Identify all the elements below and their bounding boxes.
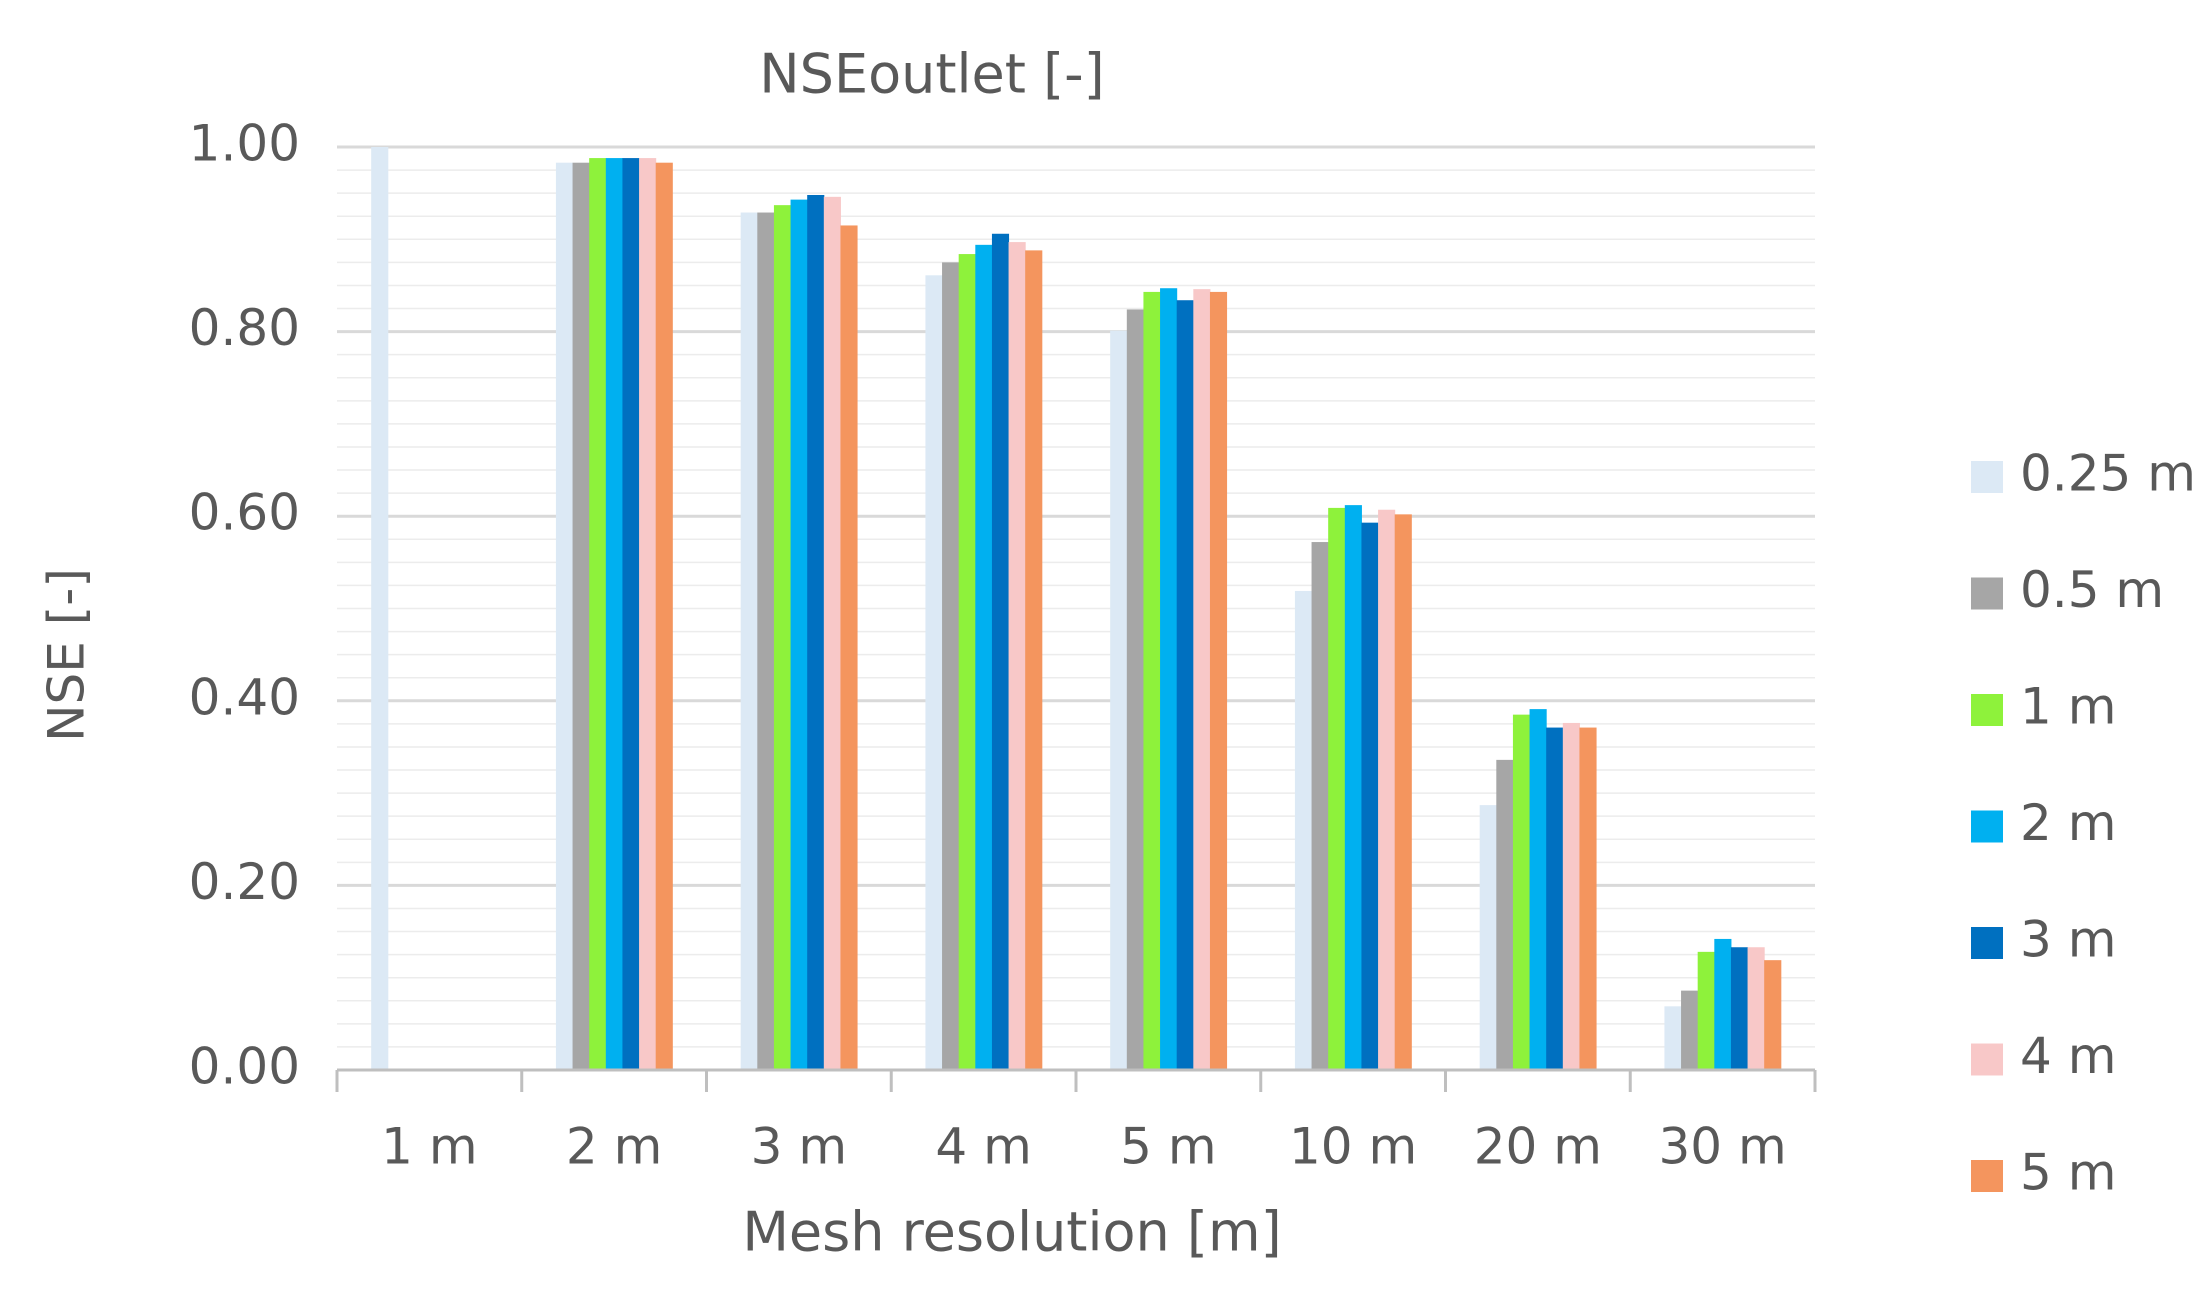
y-tick-label: 1.00 bbox=[189, 115, 300, 173]
bar bbox=[1378, 509, 1396, 1070]
bar bbox=[1764, 960, 1782, 1070]
bar bbox=[1025, 250, 1043, 1071]
legend-label: 0.25 m bbox=[2020, 445, 2196, 503]
bar bbox=[1546, 727, 1564, 1070]
x-axis-label: Mesh resolution [m] bbox=[742, 1201, 1281, 1264]
bar bbox=[1681, 990, 1699, 1070]
legend-label: 3 m bbox=[2020, 911, 2116, 969]
bar bbox=[655, 162, 673, 1071]
y-tick-label: 0.60 bbox=[189, 484, 300, 542]
bar bbox=[1479, 805, 1497, 1070]
bar bbox=[942, 262, 960, 1070]
y-tick-label: 0.00 bbox=[189, 1038, 300, 1096]
legend-swatch bbox=[1971, 461, 2003, 493]
bar bbox=[639, 158, 657, 1071]
legend-label: 0.5 m bbox=[2020, 561, 2164, 619]
legend-label: 5 m bbox=[2020, 1144, 2116, 1202]
bar bbox=[371, 147, 389, 1070]
bar bbox=[605, 158, 623, 1071]
bar bbox=[555, 162, 574, 1071]
bar bbox=[1328, 507, 1346, 1070]
x-tick-label: 2 m bbox=[566, 1118, 662, 1176]
bar bbox=[975, 244, 993, 1070]
bar bbox=[1512, 714, 1531, 1070]
y-tick-label: 0.40 bbox=[189, 668, 300, 726]
bar bbox=[773, 205, 792, 1071]
x-tick-label: 1 m bbox=[381, 1118, 477, 1176]
bar bbox=[925, 275, 943, 1070]
legend-swatch bbox=[1971, 927, 2003, 959]
bar bbox=[1193, 289, 1211, 1071]
bar bbox=[958, 254, 976, 1070]
bar bbox=[1730, 947, 1749, 1070]
x-tick-label: 20 m bbox=[1474, 1118, 1602, 1176]
bar bbox=[1529, 709, 1547, 1070]
legend-label: 1 m bbox=[2020, 678, 2116, 736]
bar bbox=[1496, 759, 1514, 1070]
bar bbox=[1579, 727, 1597, 1070]
bar bbox=[991, 233, 1010, 1071]
bar bbox=[1361, 522, 1379, 1070]
x-tick-label: 5 m bbox=[1120, 1118, 1216, 1176]
bar bbox=[1160, 288, 1178, 1070]
bar bbox=[807, 194, 825, 1071]
bar bbox=[1110, 330, 1128, 1070]
x-tick-label: 30 m bbox=[1659, 1118, 1787, 1176]
bar bbox=[1143, 291, 1161, 1070]
legend-swatch bbox=[1971, 1160, 2003, 1192]
bar bbox=[840, 225, 858, 1070]
bar bbox=[572, 162, 590, 1071]
bar bbox=[1714, 938, 1732, 1070]
bar bbox=[823, 196, 841, 1071]
legend-swatch bbox=[1971, 694, 2003, 726]
y-tick-label: 0.20 bbox=[189, 853, 300, 911]
bar bbox=[1311, 542, 1329, 1070]
bar bbox=[757, 212, 775, 1070]
y-axis-label: NSE [-] bbox=[38, 568, 96, 742]
legend-swatch bbox=[1971, 577, 2003, 610]
bar bbox=[1209, 291, 1228, 1070]
x-tick-label: 3 m bbox=[751, 1118, 847, 1176]
chart-title: NSEoutlet [-] bbox=[759, 43, 1104, 106]
legend-swatch bbox=[1971, 1043, 2003, 1076]
bar bbox=[1008, 242, 1026, 1071]
bar bbox=[1562, 722, 1580, 1070]
x-tick-label: 10 m bbox=[1289, 1118, 1417, 1176]
legend-label: 4 m bbox=[2020, 1027, 2116, 1085]
bar bbox=[740, 212, 758, 1070]
legend-label: 2 m bbox=[2020, 794, 2116, 852]
bar bbox=[1697, 951, 1715, 1070]
y-tick-label: 0.80 bbox=[189, 299, 300, 357]
bar bbox=[1176, 300, 1194, 1070]
bar bbox=[622, 158, 640, 1071]
bar bbox=[1294, 590, 1313, 1070]
bar bbox=[1126, 309, 1144, 1070]
bar bbox=[790, 199, 808, 1071]
bar bbox=[1344, 505, 1362, 1070]
legend-swatch bbox=[1971, 810, 2003, 843]
bar bbox=[589, 158, 607, 1071]
bar bbox=[1394, 514, 1412, 1070]
bar bbox=[1747, 947, 1765, 1070]
bar bbox=[1664, 1006, 1682, 1070]
x-tick-label: 4 m bbox=[935, 1118, 1031, 1176]
